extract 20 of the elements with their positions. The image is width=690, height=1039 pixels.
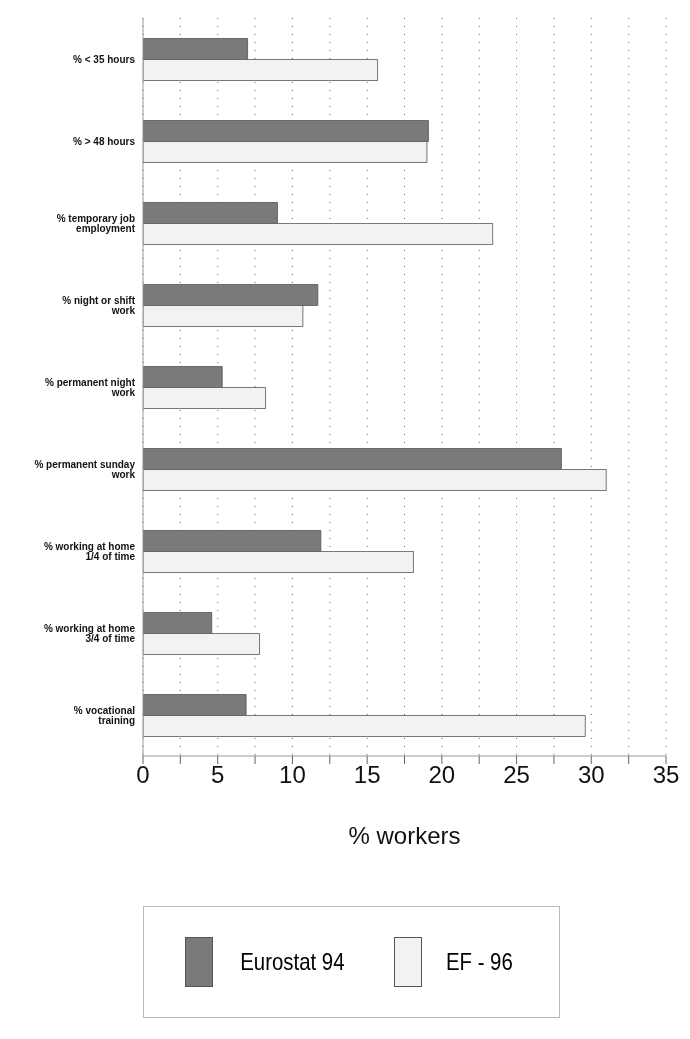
y-tick-label: % > 48 hours	[73, 135, 136, 147]
x-tick-label: 0	[136, 761, 150, 789]
y-tick-label: % night or shift work	[62, 294, 136, 316]
legend-label: Eurostat 94	[239, 948, 345, 976]
x-tick-label: 30	[577, 761, 605, 789]
y-tick-label: % permanent sunday work	[34, 458, 136, 480]
x-tick-label: 10	[279, 761, 306, 789]
y-tick-label: % < 35 hours	[73, 53, 136, 65]
y-tick-label: % permanent night work	[44, 376, 136, 398]
y-tick-label: % temporary job employment	[56, 212, 136, 234]
y-tick-label: % working at home 1/4 of time	[43, 540, 136, 562]
y-tick-label: % vocational training	[73, 704, 136, 726]
x-tick-label: 5	[211, 761, 225, 789]
x-tick-label: 20	[428, 761, 456, 789]
y-tick-label: % working at home 3/4 of time	[43, 622, 136, 644]
x-axis-title: % workers	[348, 822, 461, 849]
x-tick-label: 35	[652, 761, 680, 789]
x-tick-label: 25	[503, 761, 530, 789]
legend-label: EF - 96	[445, 948, 513, 976]
x-tick-label: 15	[353, 761, 381, 789]
